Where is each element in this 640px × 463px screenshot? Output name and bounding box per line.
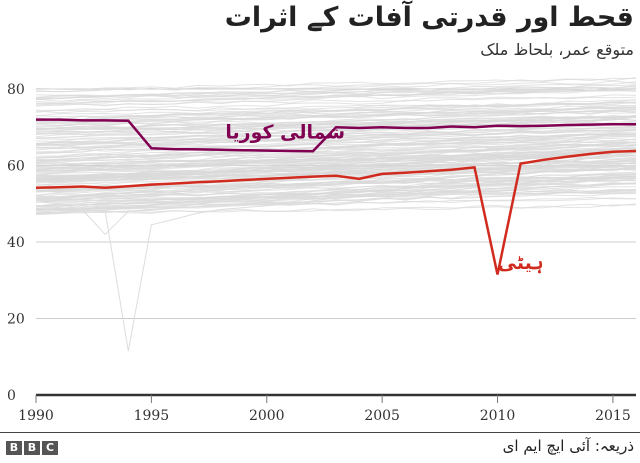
x-tick-label: 2000	[249, 408, 285, 424]
line-chart: 0 20 40 60 80 1990 1995 2000 2005 2010 2015 شمالی…	[7, 77, 637, 424]
highlighted-series	[35, 118, 637, 275]
y-tick-label: 80	[7, 82, 25, 98]
bbc-logo-letter: C	[42, 441, 58, 455]
bbc-logo-letter: B	[6, 441, 22, 455]
series-labels: شمالی کوریا ہیٹی	[225, 122, 543, 274]
series-line-haiti	[35, 149, 637, 275]
background-country-lines	[35, 77, 637, 352]
y-tick-label: 40	[7, 235, 25, 251]
x-tick-label: 1990	[18, 408, 54, 424]
x-tick-label: 2005	[364, 408, 400, 424]
footer-divider	[0, 432, 640, 433]
x-tick-label: 2010	[480, 408, 516, 424]
outlier-country-line	[35, 149, 637, 352]
y-tick-label: 0	[7, 388, 16, 404]
outlier-country-line	[35, 176, 637, 236]
chart-subtitle: متوقع عمر، بلحاظ ملک	[480, 40, 634, 59]
x-axis: 1990 1995 2000 2005 2010 2015	[18, 393, 636, 424]
x-tick-label: 1995	[134, 408, 170, 424]
chart-title: قحط اور قدرتی آفات کے اثرات	[224, 2, 634, 33]
bbc-logo-letter: B	[24, 441, 40, 455]
series-label-haiti: ہیٹی	[498, 252, 544, 274]
source-credit: ذریعہ: آئی ایچ ایم ای	[502, 437, 634, 455]
x-tick-label: 2015	[595, 408, 631, 424]
series-label-north-korea: شمالی کوریا	[225, 122, 345, 144]
bbc-logo: B B C	[6, 441, 58, 455]
y-tick-label: 20	[7, 312, 25, 328]
series-line-north-korea	[36, 118, 636, 153]
y-tick-label: 60	[7, 159, 25, 175]
